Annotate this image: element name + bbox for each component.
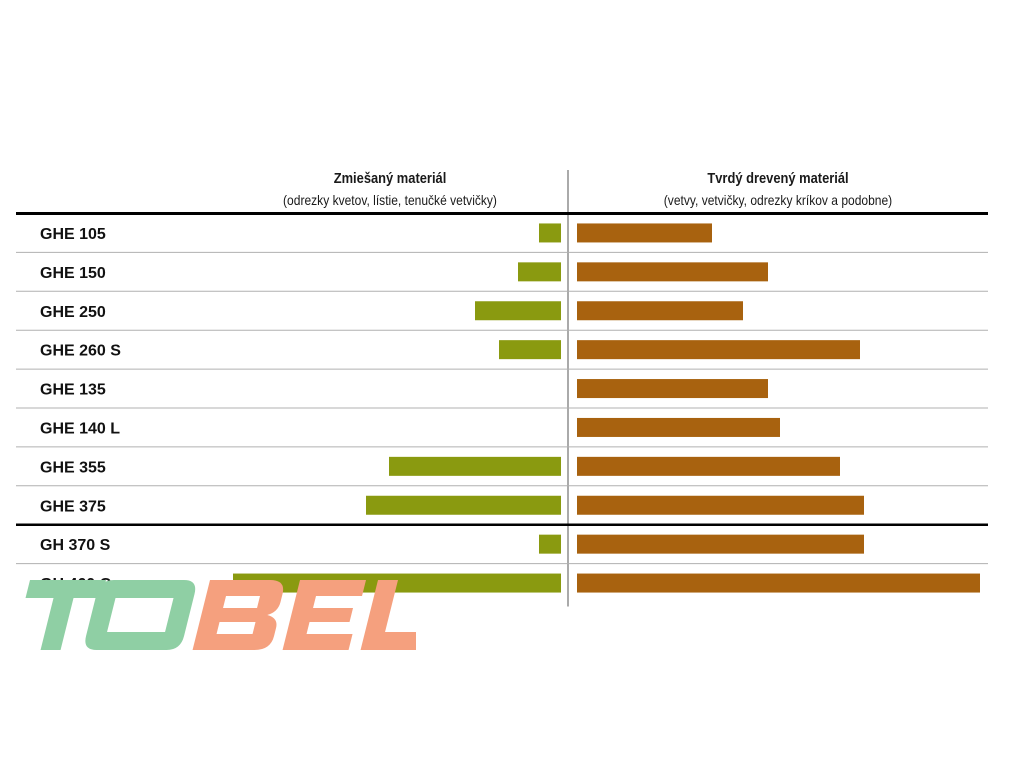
category-label: GHE 260 S: [40, 343, 121, 360]
bar-wood: [577, 340, 860, 360]
bar-wood: [577, 262, 768, 282]
bar-wood: [577, 301, 743, 321]
series-subtitle-mixed: (odrezky kvetov, lístie, tenučké vetvičk…: [283, 192, 497, 208]
category-label: GHE 140 L: [40, 420, 120, 437]
bar-wood: [577, 495, 864, 515]
bar-mixed: [518, 262, 561, 282]
bar-wood: [577, 417, 780, 437]
bar-wood: [577, 379, 768, 399]
bar-mixed: [499, 340, 561, 360]
bar-mixed: [539, 223, 561, 243]
series-subtitle-wood: (vetvy, vetvičky, odrezky kríkov a podob…: [663, 192, 893, 208]
bar-wood: [577, 573, 980, 593]
category-label: GHE 375: [40, 498, 106, 515]
category-label: GHE 105: [40, 226, 106, 243]
category-label: GH 460 C: [40, 576, 112, 593]
bar-wood: [577, 534, 864, 554]
bar-mixed: [389, 456, 561, 476]
series-title-mixed: Zmiešaný materiál: [333, 170, 447, 187]
series-title-wood: Tvrdý drevený materiál: [707, 170, 849, 187]
category-label: GH 370 S: [40, 537, 111, 554]
category-label: GHE 355: [40, 459, 106, 476]
category-label: GHE 135: [40, 382, 106, 399]
bar-wood: [577, 456, 840, 476]
bar-mixed: [539, 534, 561, 554]
category-label: GHE 150: [40, 265, 106, 282]
bar-mixed: [475, 301, 561, 321]
bar-mixed: [366, 495, 561, 515]
category-label: GHE 250: [40, 304, 106, 321]
bar-wood: [577, 223, 712, 243]
bar-mixed: [233, 573, 561, 593]
